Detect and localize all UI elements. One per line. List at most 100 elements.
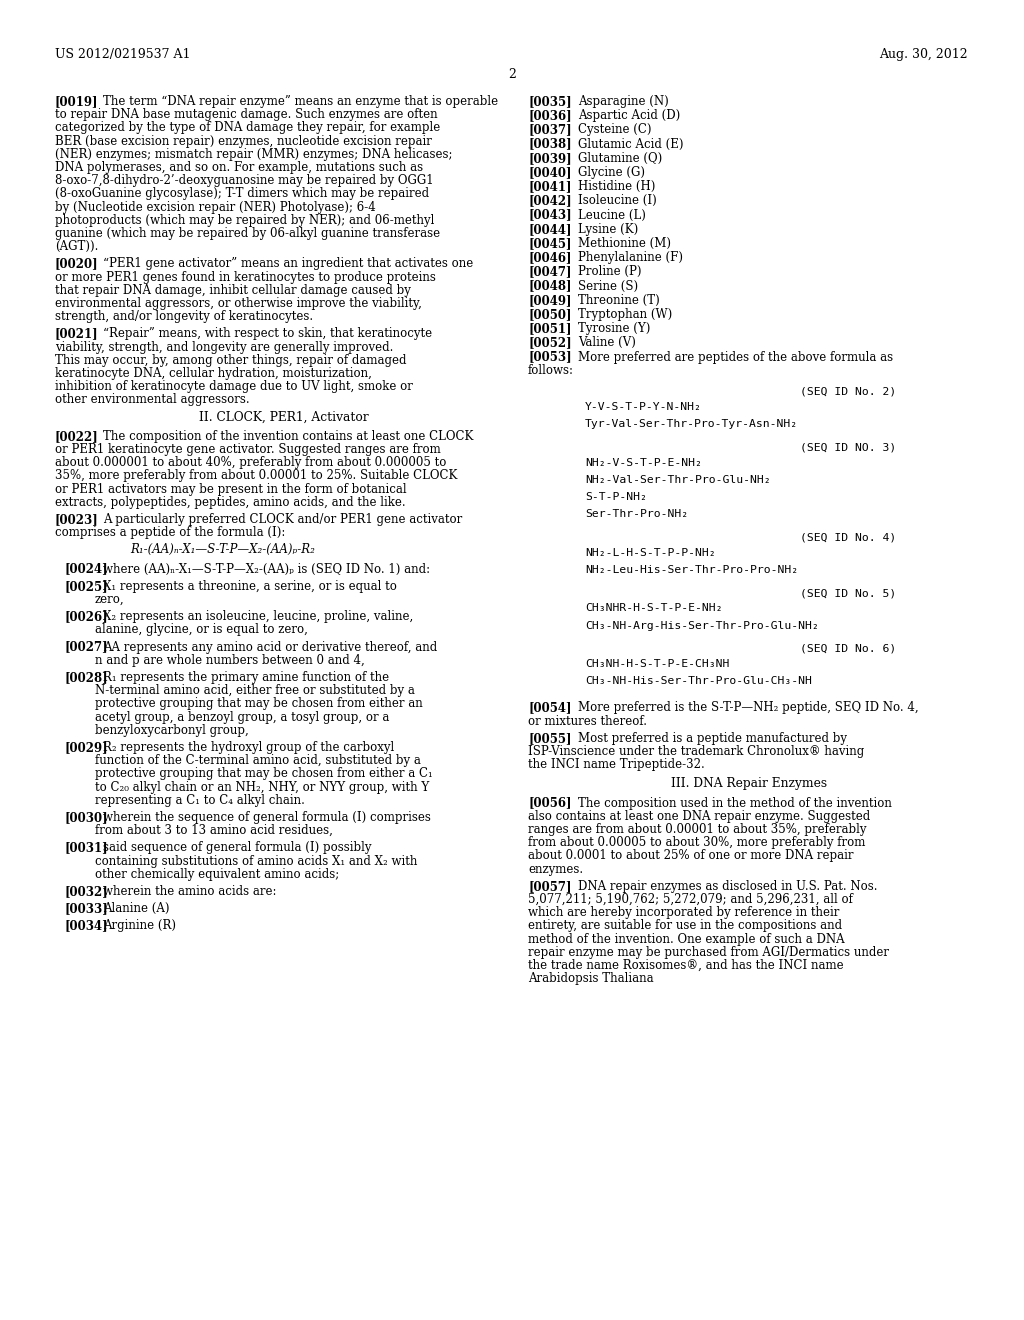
Text: [0041]: [0041] (528, 181, 571, 193)
Text: which are hereby incorporated by reference in their: which are hereby incorporated by referen… (528, 907, 840, 919)
Text: or more PER1 genes found in keratinocytes to produce proteins: or more PER1 genes found in keratinocyte… (55, 271, 436, 284)
Text: [0027]: [0027] (65, 640, 109, 653)
Text: alanine, glycine, or is equal to zero,: alanine, glycine, or is equal to zero, (95, 623, 308, 636)
Text: “PER1 gene activator” means an ingredient that activates one: “PER1 gene activator” means an ingredien… (103, 257, 473, 271)
Text: [0052]: [0052] (528, 337, 571, 350)
Text: or PER1 keratinocyte gene activator. Suggested ranges are from: or PER1 keratinocyte gene activator. Sug… (55, 444, 440, 455)
Text: repair enzyme may be purchased from AGI/Dermatics under: repair enzyme may be purchased from AGI/… (528, 946, 889, 958)
Text: to repair DNA base mutagenic damage. Such enzymes are often: to repair DNA base mutagenic damage. Suc… (55, 108, 437, 121)
Text: The composition used in the method of the invention: The composition used in the method of th… (578, 796, 892, 809)
Text: [0045]: [0045] (528, 238, 571, 249)
Text: [0038]: [0038] (528, 137, 571, 150)
Text: CH₃NH-H-S-T-P-E-CH₃NH: CH₃NH-H-S-T-P-E-CH₃NH (585, 659, 729, 669)
Text: Leucine (L): Leucine (L) (578, 209, 646, 222)
Text: [0051]: [0051] (528, 322, 571, 335)
Text: Most preferred is a peptide manufactured by: Most preferred is a peptide manufactured… (578, 731, 847, 744)
Text: also contains at least one DNA repair enzyme. Suggested: also contains at least one DNA repair en… (528, 809, 870, 822)
Text: BER (base excision repair) enzymes, nucleotide excision repair: BER (base excision repair) enzymes, nucl… (55, 135, 432, 148)
Text: Aspartic Acid (D): Aspartic Acid (D) (578, 110, 680, 123)
Text: [0035]: [0035] (528, 95, 571, 108)
Text: Threonine (T): Threonine (T) (578, 294, 659, 306)
Text: photoproducts (which may be repaired by NER); and 06-methyl: photoproducts (which may be repaired by … (55, 214, 434, 227)
Text: strength, and/or longevity of keratinocytes.: strength, and/or longevity of keratinocy… (55, 310, 313, 323)
Text: or mixtures thereof.: or mixtures thereof. (528, 714, 647, 727)
Text: [0043]: [0043] (528, 209, 571, 222)
Text: More preferred is the S-T-P—NH₂ peptide, SEQ ID No. 4,: More preferred is the S-T-P—NH₂ peptide,… (578, 701, 919, 714)
Text: extracts, polypeptides, peptides, amino acids, and the like.: extracts, polypeptides, peptides, amino … (55, 496, 406, 508)
Text: NH₂-Val-Ser-Thr-Pro-Glu-NH₂: NH₂-Val-Ser-Thr-Pro-Glu-NH₂ (585, 475, 771, 484)
Text: Glycine (G): Glycine (G) (578, 166, 645, 180)
Text: 2: 2 (508, 69, 516, 81)
Text: other environmental aggressors.: other environmental aggressors. (55, 393, 250, 407)
Text: CH₃-NH-Arg-His-Ser-Thr-Pro-Glu-NH₂: CH₃-NH-Arg-His-Ser-Thr-Pro-Glu-NH₂ (585, 620, 819, 631)
Text: categorized by the type of DNA damage they repair, for example: categorized by the type of DNA damage th… (55, 121, 440, 135)
Text: Lysine (K): Lysine (K) (578, 223, 638, 236)
Text: keratinocyte DNA, cellular hydration, moisturization,: keratinocyte DNA, cellular hydration, mo… (55, 367, 372, 380)
Text: More preferred are peptides of the above formula as: More preferred are peptides of the above… (578, 351, 893, 363)
Text: protective grouping that may be chosen from either an: protective grouping that may be chosen f… (95, 697, 423, 710)
Text: [0050]: [0050] (528, 308, 571, 321)
Text: N-terminal amino acid, either free or substituted by a: N-terminal amino acid, either free or su… (95, 684, 415, 697)
Text: R₁-(AA)ₙ-X₁—S-T-P—X₂-(AA)ₚ-R₂: R₁-(AA)ₙ-X₁—S-T-P—X₂-(AA)ₚ-R₂ (130, 544, 314, 557)
Text: [0031]: [0031] (65, 841, 109, 854)
Text: Serine (S): Serine (S) (578, 280, 638, 293)
Text: Cysteine (C): Cysteine (C) (578, 123, 651, 136)
Text: [0019]: [0019] (55, 95, 98, 108)
Text: II. CLOCK, PER1, Activator: II. CLOCK, PER1, Activator (200, 411, 369, 424)
Text: from about 0.00005 to about 30%, more preferably from: from about 0.00005 to about 30%, more pr… (528, 836, 865, 849)
Text: [0048]: [0048] (528, 280, 571, 293)
Text: from about 3 to 13 amino acid residues,: from about 3 to 13 amino acid residues, (95, 824, 333, 837)
Text: (SEQ ID No. 4): (SEQ ID No. 4) (800, 532, 896, 543)
Text: (8-oxoGuanine glycosylase); T-T dimers which may be repaired: (8-oxoGuanine glycosylase); T-T dimers w… (55, 187, 429, 201)
Text: 35%, more preferably from about 0.00001 to 25%. Suitable CLOCK: 35%, more preferably from about 0.00001 … (55, 470, 458, 482)
Text: Arginine (R): Arginine (R) (103, 920, 176, 932)
Text: [0024]: [0024] (65, 562, 109, 576)
Text: [0029]: [0029] (65, 741, 109, 754)
Text: [0057]: [0057] (528, 880, 571, 892)
Text: Tryptophan (W): Tryptophan (W) (578, 308, 672, 321)
Text: by (Nucleotide excision repair (NER) Photolyase); 6-4: by (Nucleotide excision repair (NER) Pho… (55, 201, 376, 214)
Text: Methionine (M): Methionine (M) (578, 238, 671, 249)
Text: [0049]: [0049] (528, 294, 571, 306)
Text: (SEQ ID No. 6): (SEQ ID No. 6) (800, 644, 896, 653)
Text: Glutamine (Q): Glutamine (Q) (578, 152, 663, 165)
Text: The composition of the invention contains at least one CLOCK: The composition of the invention contain… (103, 430, 473, 442)
Text: NH₂-L-H-S-T-P-P-NH₂: NH₂-L-H-S-T-P-P-NH₂ (585, 548, 716, 558)
Text: [0040]: [0040] (528, 166, 571, 180)
Text: [0022]: [0022] (55, 430, 98, 442)
Text: zero,: zero, (95, 593, 125, 606)
Text: n and p are whole numbers between 0 and 4,: n and p are whole numbers between 0 and … (95, 653, 365, 667)
Text: X₂ represents an isoleucine, leucine, proline, valine,: X₂ represents an isoleucine, leucine, pr… (103, 610, 414, 623)
Text: Isoleucine (I): Isoleucine (I) (578, 194, 656, 207)
Text: function of the C-terminal amino acid, substituted by a: function of the C-terminal amino acid, s… (95, 754, 421, 767)
Text: follows:: follows: (528, 364, 574, 376)
Text: The term “DNA repair enzyme” means an enzyme that is operable: The term “DNA repair enzyme” means an en… (103, 95, 498, 108)
Text: [0034]: [0034] (65, 920, 109, 932)
Text: [0030]: [0030] (65, 810, 109, 824)
Text: [0021]: [0021] (55, 327, 98, 341)
Text: CH₃-NH-His-Ser-Thr-Pro-Glu-CH₃-NH: CH₃-NH-His-Ser-Thr-Pro-Glu-CH₃-NH (585, 676, 812, 686)
Text: Alanine (A): Alanine (A) (103, 902, 170, 915)
Text: environmental aggressors, or otherwise improve the viability,: environmental aggressors, or otherwise i… (55, 297, 422, 310)
Text: other chemically equivalent amino acids;: other chemically equivalent amino acids; (95, 867, 339, 880)
Text: Asparagine (N): Asparagine (N) (578, 95, 669, 108)
Text: (AGT)).: (AGT)). (55, 240, 98, 253)
Text: III. DNA Repair Enzymes: III. DNA Repair Enzymes (671, 777, 827, 791)
Text: enzymes.: enzymes. (528, 862, 583, 875)
Text: “Repair” means, with respect to skin, that keratinocyte: “Repair” means, with respect to skin, th… (103, 327, 432, 341)
Text: DNA polymerases, and so on. For example, mutations such as: DNA polymerases, and so on. For example,… (55, 161, 423, 174)
Text: R₂ represents the hydroxyl group of the carboxyl: R₂ represents the hydroxyl group of the … (103, 741, 394, 754)
Text: about 0.0001 to about 25% of one or more DNA repair: about 0.0001 to about 25% of one or more… (528, 849, 853, 862)
Text: NH₂-V-S-T-P-E-NH₂: NH₂-V-S-T-P-E-NH₂ (585, 458, 701, 467)
Text: [0037]: [0037] (528, 123, 571, 136)
Text: [0039]: [0039] (528, 152, 571, 165)
Text: X₁ represents a threonine, a serine, or is equal to: X₁ represents a threonine, a serine, or … (103, 579, 397, 593)
Text: [0026]: [0026] (65, 610, 109, 623)
Text: Histidine (H): Histidine (H) (578, 181, 655, 193)
Text: [0054]: [0054] (528, 701, 571, 714)
Text: to C₂₀ alkyl chain or an NH₂, NHY, or NYY group, with Y: to C₂₀ alkyl chain or an NH₂, NHY, or NY… (95, 780, 429, 793)
Text: [0036]: [0036] (528, 110, 571, 123)
Text: about 0.000001 to about 40%, preferably from about 0.000005 to: about 0.000001 to about 40%, preferably … (55, 457, 446, 469)
Text: inhibition of keratinocyte damage due to UV light, smoke or: inhibition of keratinocyte damage due to… (55, 380, 413, 393)
Text: wherein the sequence of general formula (I) comprises: wherein the sequence of general formula … (103, 810, 431, 824)
